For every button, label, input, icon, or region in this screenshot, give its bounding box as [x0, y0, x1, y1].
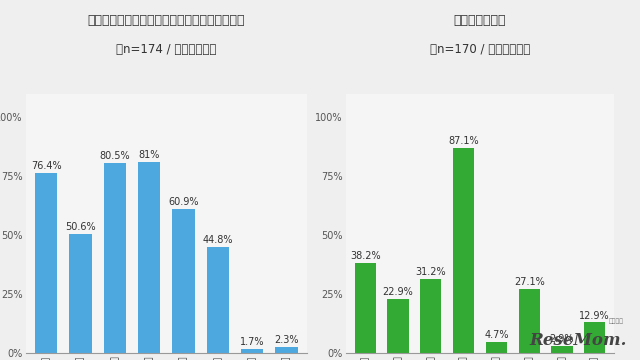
Text: 27.1%: 27.1% [514, 277, 545, 287]
Text: （n=170 / 複数回答可）: （n=170 / 複数回答可） [430, 43, 530, 56]
Text: 31.2%: 31.2% [415, 267, 446, 278]
Bar [172, 209, 195, 353]
Text: ReseMom.: ReseMom. [530, 332, 627, 349]
Text: 87.1%: 87.1% [448, 136, 479, 146]
Bar [104, 163, 126, 353]
Bar [69, 234, 92, 353]
Bar [420, 279, 442, 353]
Text: 2.3%: 2.3% [275, 336, 299, 346]
Bar [275, 347, 298, 353]
Bar [486, 342, 507, 353]
Text: こどもを対象とした企業の取り組みの認知状況: こどもを対象とした企業の取り組みの認知状況 [88, 14, 245, 27]
Text: 38.2%: 38.2% [350, 251, 381, 261]
Text: 60.9%: 60.9% [168, 197, 199, 207]
Bar [518, 289, 540, 353]
Bar [241, 349, 264, 353]
Bar [207, 247, 229, 353]
Text: 81%: 81% [138, 150, 160, 160]
Text: 1.7%: 1.7% [240, 337, 264, 347]
Bar [551, 346, 573, 353]
Bar [138, 162, 161, 353]
Bar [584, 323, 605, 353]
Text: 50.6%: 50.6% [65, 222, 96, 232]
Bar [387, 299, 409, 353]
Text: リセマム: リセマム [609, 318, 624, 324]
Bar [355, 263, 376, 353]
Text: 22.9%: 22.9% [383, 287, 413, 297]
Text: 44.8%: 44.8% [203, 235, 233, 246]
Text: 12.9%: 12.9% [579, 311, 610, 320]
Text: 80.5%: 80.5% [100, 151, 130, 161]
Text: （n=174 / 複数回答可）: （n=174 / 複数回答可） [116, 43, 216, 56]
Bar [453, 148, 474, 353]
Text: 情報の入手方法: 情報の入手方法 [454, 14, 506, 27]
Text: 4.7%: 4.7% [484, 330, 509, 340]
Text: 76.4%: 76.4% [31, 161, 61, 171]
Text: 2.9%: 2.9% [550, 334, 574, 344]
Bar [35, 173, 58, 353]
